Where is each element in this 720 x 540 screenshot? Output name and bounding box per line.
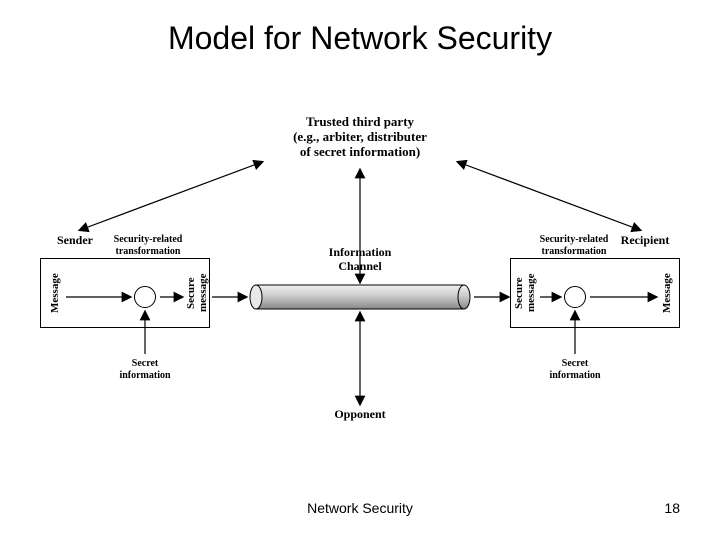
page-number: 18	[664, 500, 680, 516]
sir-l2: information	[549, 370, 600, 381]
sil-l2: information	[119, 370, 170, 381]
secret-info-right: Secret information	[535, 358, 615, 381]
opponent-label: Opponent	[320, 408, 400, 422]
transform-node-right	[564, 286, 586, 308]
slide-title: Model for Network Security	[0, 20, 720, 57]
ttp-line1: Trusted third party	[306, 114, 414, 129]
ttp-line3: of secret information)	[300, 144, 420, 159]
sil-l1: Secret	[132, 358, 158, 369]
footer-text: Network Security	[0, 500, 720, 516]
sec-transform-left-label: Security-related transformation	[98, 234, 198, 257]
network-security-diagram: Trusted third party (e.g., arbiter, dist…	[20, 100, 700, 480]
secret-info-left: Secret information	[105, 358, 185, 381]
channel-cylinder	[250, 285, 470, 309]
secure-message-left: Secure message	[186, 262, 208, 324]
trusted-third-party-label: Trusted third party (e.g., arbiter, dist…	[260, 115, 460, 160]
str-l2: transformation	[542, 246, 607, 257]
stl-l2: transformation	[116, 246, 181, 257]
message-left: Message	[48, 262, 62, 324]
str-l1: Security-related	[540, 234, 609, 245]
ttp-line2: (e.g., arbiter, distributer	[293, 129, 427, 144]
ic-l2: Channel	[338, 259, 381, 273]
stl-l1: Security-related	[114, 234, 183, 245]
sir-l1: Secret	[562, 358, 588, 369]
message-right: Message	[660, 262, 674, 324]
transform-node-left	[134, 286, 156, 308]
info-channel-label: Information Channel	[310, 246, 410, 274]
ic-l1: Information	[329, 245, 392, 259]
sec-transform-right-label: Security-related transformation	[524, 234, 624, 257]
secure-message-right: Secure message	[514, 262, 536, 324]
